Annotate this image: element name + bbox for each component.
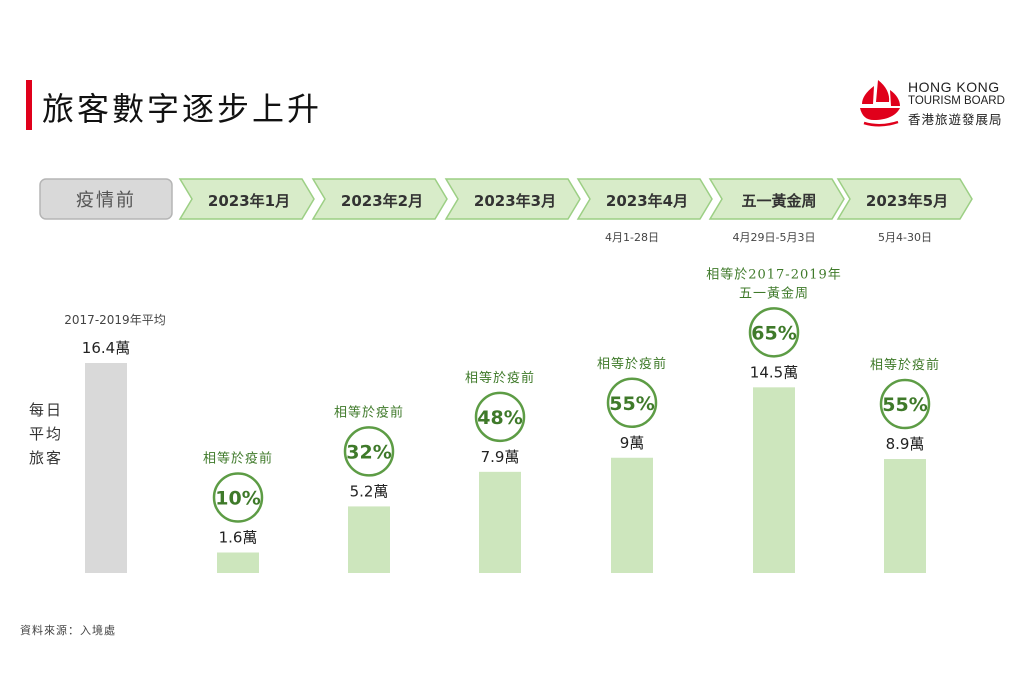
value-label: 14.5萬	[750, 363, 798, 381]
bar	[479, 471, 521, 573]
category-label: 五一黃金周	[741, 192, 816, 210]
page-title: 旅客數字逐步上升	[42, 90, 323, 128]
date-note: 4月1-28日	[605, 231, 659, 244]
value-label: 16.4萬	[82, 339, 130, 357]
percentage-circle	[748, 307, 800, 358]
category-label: 2023年1月	[208, 192, 290, 210]
logo-text-chinese: 香港旅遊發展局	[908, 113, 1003, 127]
value-label: 7.9萬	[481, 448, 520, 466]
logo-text-tourism-board: TOURISM BOARD	[908, 95, 1005, 107]
bar-baseline	[85, 363, 127, 573]
comparison-label: 五一黃金周	[739, 285, 809, 301]
y-axis-label: 每日 平均 旅客	[26, 398, 66, 470]
percentage-circle	[474, 391, 526, 443]
comparison-label: 相等於疫前	[597, 356, 667, 372]
category-label: 2023年3月	[474, 192, 556, 210]
comparison-label: 相等於疫前	[334, 404, 404, 420]
junk-boat-logo-icon	[860, 80, 900, 127]
baseline-label: 2017-2019年平均	[64, 313, 165, 327]
percentage-label: 48%	[477, 407, 522, 429]
comparison-label: 相等於疫前	[203, 451, 273, 467]
y-axis-label-line: 平均	[28, 425, 63, 443]
bar	[348, 506, 390, 573]
percentage-label: 10%	[215, 488, 260, 510]
category-chevron	[311, 178, 448, 220]
bar	[611, 457, 653, 573]
title-accent-bar	[26, 80, 32, 130]
bar	[884, 459, 926, 573]
category-chevron	[178, 178, 315, 220]
date-note: 5月4-30日	[878, 231, 932, 244]
date-note: 4月29日-5月3日	[733, 231, 816, 244]
percentage-circle	[343, 426, 395, 477]
percentage-label: 55%	[609, 393, 654, 415]
percentage-circle	[212, 472, 264, 523]
percentage-circle	[879, 378, 931, 430]
y-axis-label-line: 旅客	[28, 449, 63, 467]
category-chevron	[576, 178, 713, 220]
value-label: 8.9萬	[886, 435, 925, 453]
percentage-label: 55%	[882, 394, 927, 416]
category-chevron	[836, 178, 973, 220]
category-chevron	[444, 178, 581, 220]
logo-text-hong-kong: HONG KONG	[908, 79, 1000, 95]
category-chevron	[708, 178, 845, 220]
source-note: 資料來源：入境處	[20, 624, 116, 637]
category-label: 2023年4月	[606, 192, 688, 210]
bar	[753, 387, 795, 573]
comparison-label: 相等於疫前	[870, 357, 940, 373]
value-label: 1.6萬	[219, 529, 258, 547]
category-box-prepandemic	[39, 178, 173, 220]
percentage-label: 65%	[751, 322, 796, 344]
percentage-label: 32%	[346, 441, 391, 463]
value-label: 9萬	[620, 434, 645, 452]
y-axis-label-line: 每日	[28, 401, 63, 419]
category-label: 疫情前	[76, 190, 136, 211]
bar	[217, 552, 259, 573]
comparison-label: 相等於2017-2019年	[706, 266, 842, 282]
comparison-label: 相等於疫前	[465, 370, 535, 386]
hktb-logo: HONG KONG TOURISM BOARD 香港旅遊發展局	[856, 76, 1016, 128]
percentage-circle	[606, 377, 658, 429]
category-label: 2023年2月	[341, 192, 423, 210]
category-label: 2023年5月	[866, 192, 948, 210]
value-label: 5.2萬	[350, 482, 389, 500]
